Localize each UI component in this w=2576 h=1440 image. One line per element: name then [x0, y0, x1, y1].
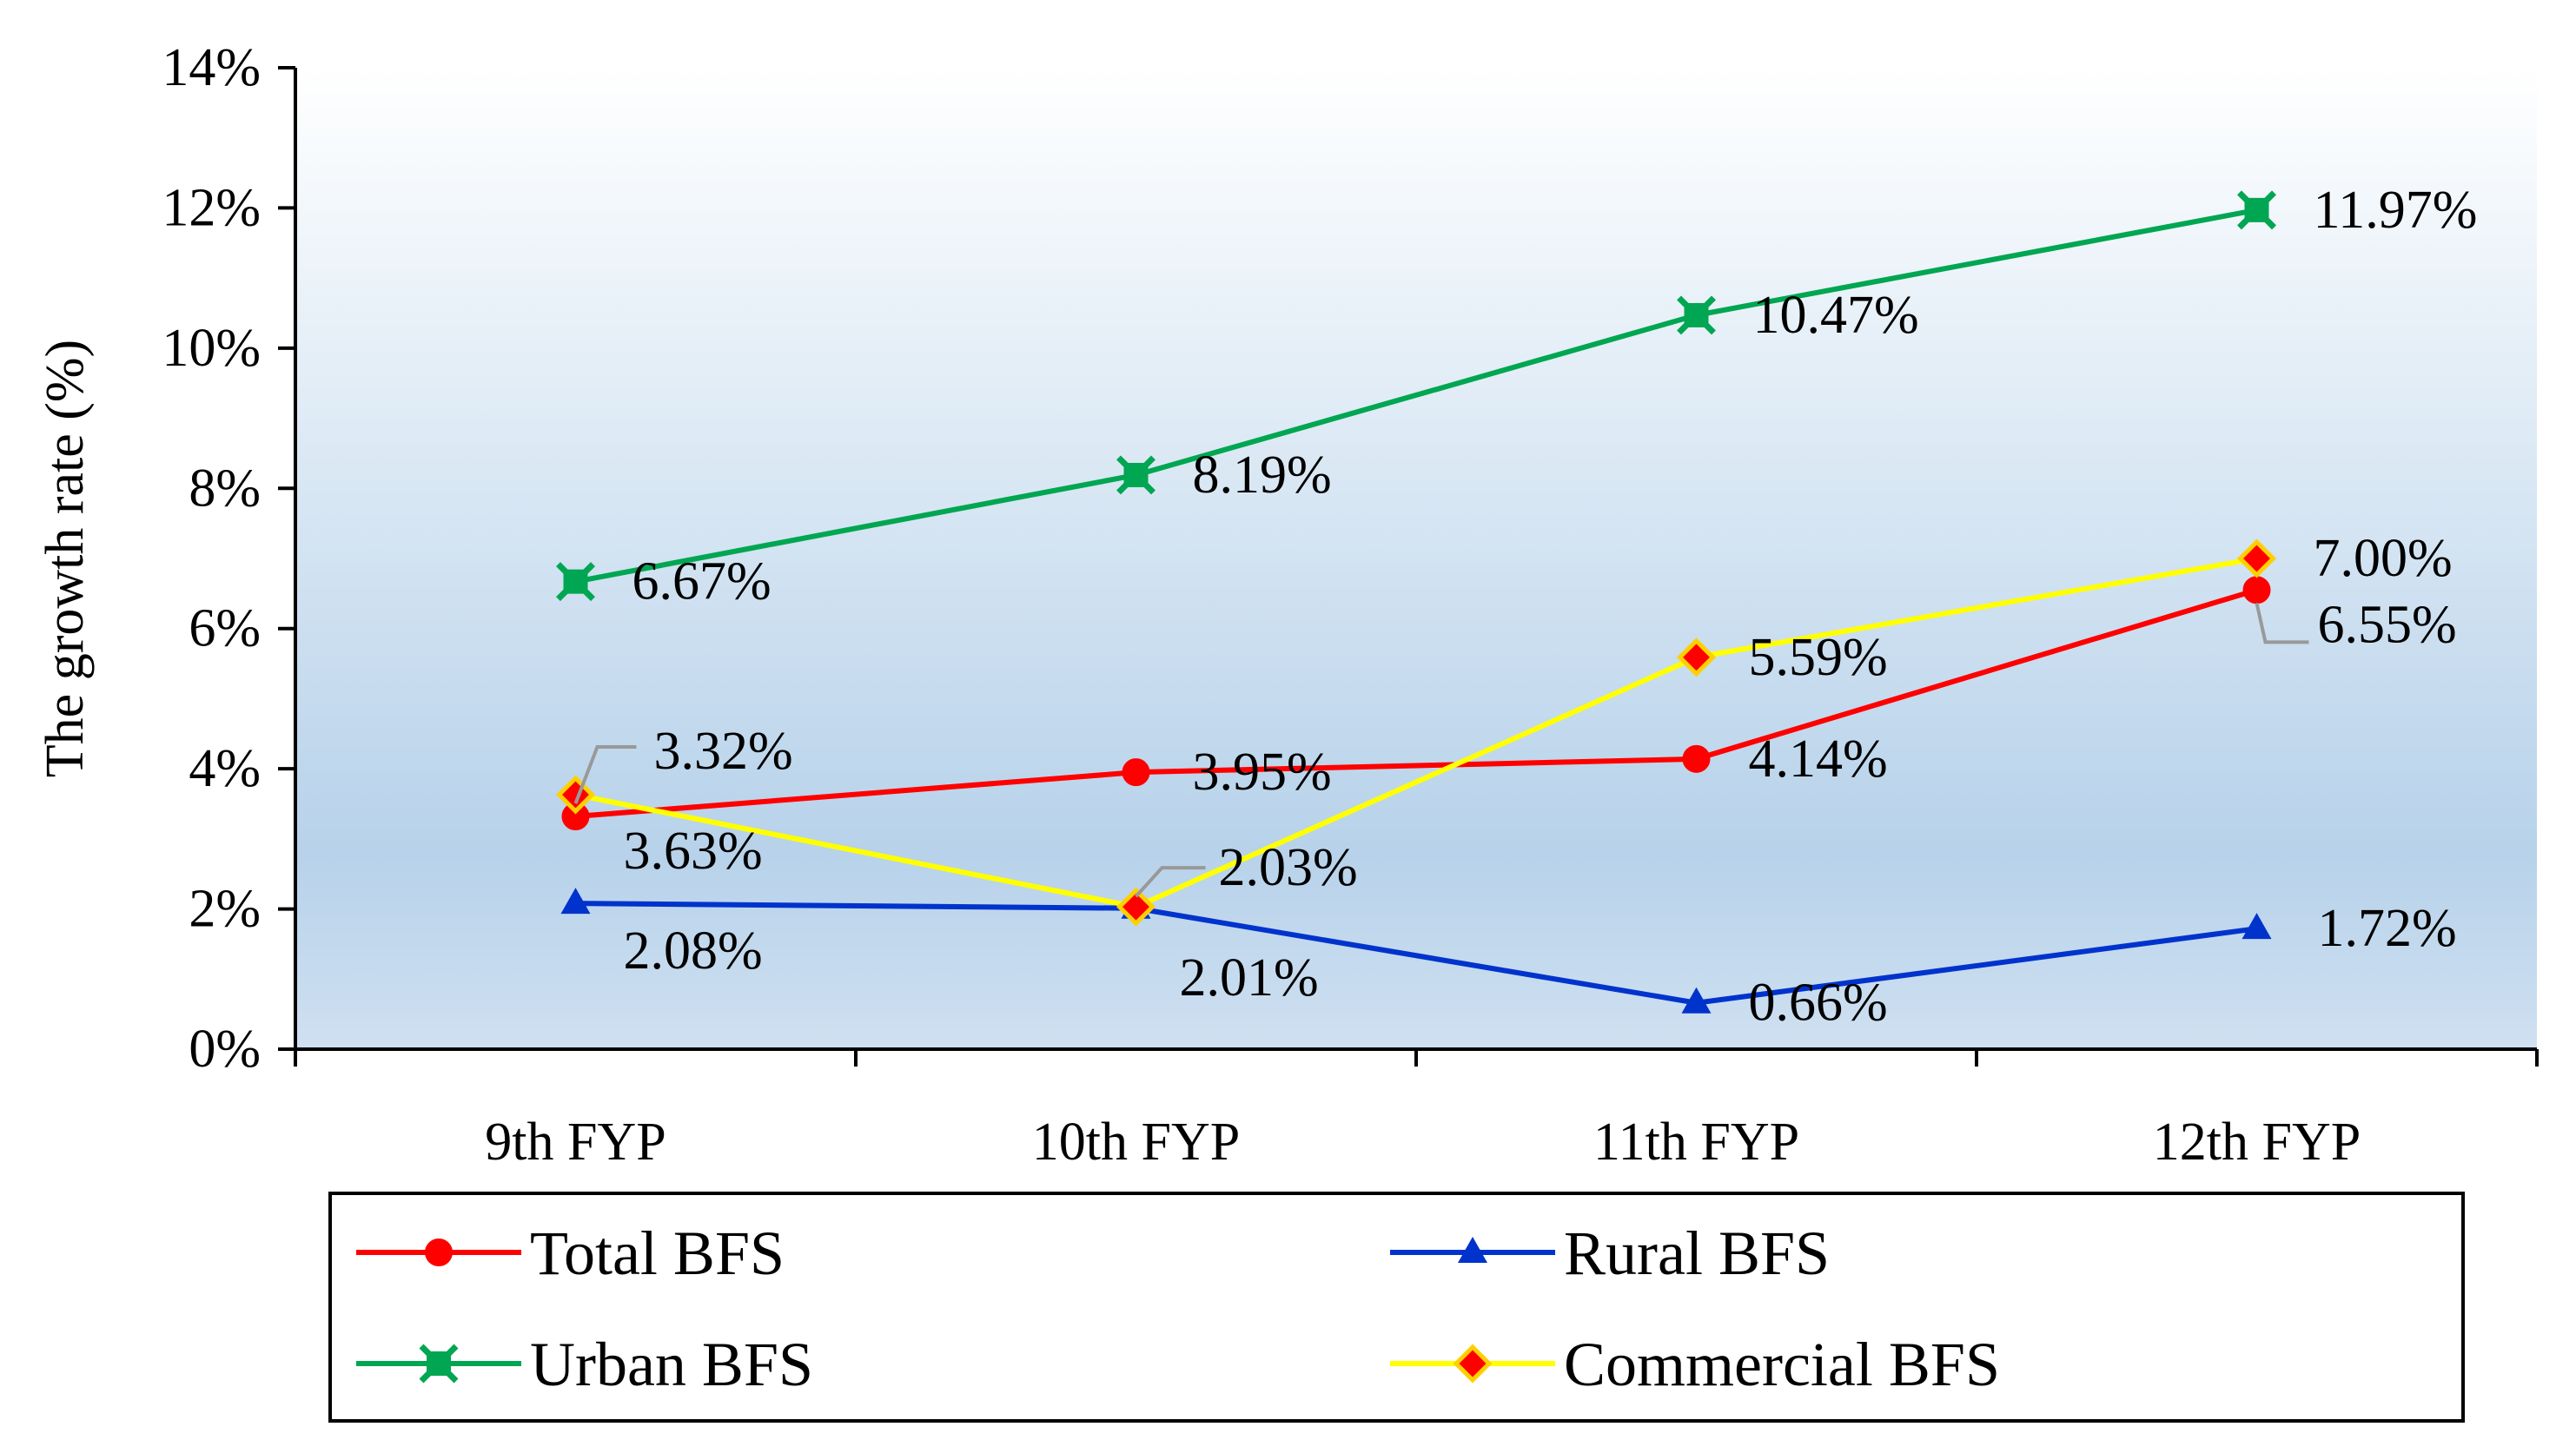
x-tick-label: 11th FYP [1593, 1113, 1799, 1172]
marker-circle [2242, 576, 2271, 604]
marker-x-stroke [419, 1344, 459, 1384]
legend-item-urban-bfs: Urban BFS [356, 1330, 813, 1399]
y-tick-label: 14% [162, 38, 261, 97]
plot-area [295, 68, 2537, 1049]
leader-line [573, 745, 637, 804]
data-label: 4.14% [1749, 730, 1888, 789]
series-line [575, 587, 2258, 820]
marker-x-stroke [1116, 455, 1156, 495]
legend-label: Rural BFS [1564, 1219, 1830, 1288]
series-line [574, 556, 2258, 910]
legend: Total BFS Rural BFS Urban BFS Commercial BF… [328, 1192, 2465, 1423]
marker-square-x [2237, 190, 2276, 230]
data-label: 2.08% [624, 921, 763, 981]
data-label: 1.72% [2318, 899, 2457, 958]
marker-x-stroke [1677, 295, 1716, 335]
legend-label: Total BFS [530, 1219, 785, 1288]
marker-square-x [1116, 455, 1156, 495]
data-label: 3.32% [654, 722, 793, 781]
series-total-bfs [561, 576, 2271, 831]
x-tick-label: 12th FYP [2153, 1113, 2361, 1172]
marker-triangle [1681, 987, 1712, 1014]
data-label: 6.55% [2318, 595, 2457, 654]
y-tick-label: 12% [162, 178, 261, 237]
y-tick-label: 10% [162, 319, 261, 378]
legend-item-rural-bfs: Rural BFS [1390, 1219, 1830, 1288]
y-tick-label: 2% [189, 880, 261, 939]
data-label: 5.59% [1749, 628, 1888, 687]
marker-diamond [2236, 538, 2277, 578]
data-label: 0.66% [1749, 974, 1888, 1033]
marker-diamond [1676, 637, 1717, 677]
marker-triangle [2242, 913, 2272, 940]
legend-box [328, 1192, 2465, 1423]
data-label: 6.67% [632, 552, 771, 611]
marker-circle [425, 1239, 453, 1266]
leader-line [2255, 602, 2309, 644]
data-label: 3.63% [624, 822, 763, 881]
x-tick-label: 10th FYP [1032, 1113, 1240, 1172]
marker-x-stroke [556, 562, 595, 602]
marker-circle [1682, 744, 1711, 773]
series-commercial-bfs [555, 538, 2277, 927]
data-label: 11.97% [2314, 181, 2478, 240]
data-label: 3.95% [1193, 743, 1332, 802]
marker-circle [1122, 758, 1150, 787]
leader-line [1135, 866, 1206, 898]
marker-diamond [1116, 887, 1156, 927]
y-tick-label: 8% [189, 459, 261, 518]
marker-triangle [1458, 1237, 1487, 1263]
marker-square-x [419, 1344, 459, 1384]
series-line [575, 901, 2257, 1006]
y-tick-label: 6% [189, 599, 261, 658]
marker-x-stroke [2237, 190, 2276, 230]
marker-square-x [1677, 295, 1716, 335]
series-line [574, 207, 2258, 585]
legend-item-commercial-bfs: Commercial BFS [1390, 1330, 2000, 1399]
data-label: 7.00% [2314, 529, 2453, 588]
marker-triangle [560, 888, 591, 915]
legend-item-total-bfs: Total BFS [356, 1219, 785, 1288]
data-label: 2.03% [1219, 838, 1358, 897]
y-axis-title: The growth rate (%) [36, 340, 95, 777]
x-tick-label: 9th FYP [485, 1113, 666, 1172]
data-label: 2.01% [1180, 948, 1319, 1007]
data-label: 10.47% [1753, 286, 1919, 345]
legend-label: Commercial BFS [1564, 1330, 2000, 1399]
y-tick-label: 0% [189, 1020, 261, 1079]
series-urban-bfs [556, 190, 2276, 602]
legend-label: Urban BFS [530, 1330, 813, 1399]
y-tick-label: 4% [189, 739, 261, 798]
marker-square-x [556, 562, 595, 602]
marker-diamond [1453, 1344, 1493, 1384]
data-label: 8.19% [1193, 446, 1332, 505]
